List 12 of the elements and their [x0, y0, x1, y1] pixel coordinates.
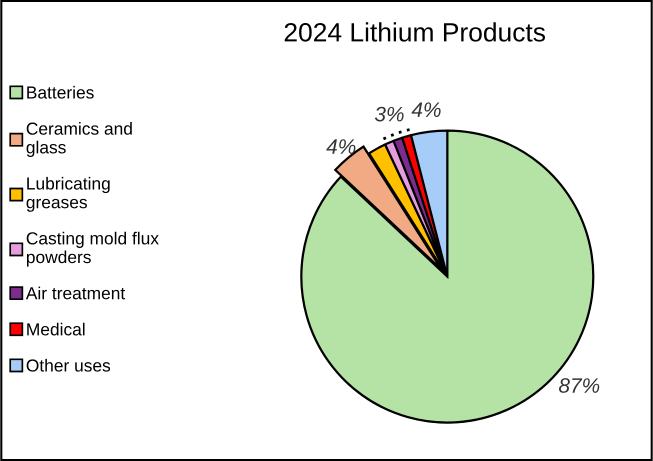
legend-label: Other uses	[26, 358, 110, 372]
legend-label: Medical	[27, 322, 84, 336]
legend-label: Ceramics and glass	[26, 122, 132, 157]
legend-label: Batteries	[27, 86, 94, 99]
chart-title: 2024 Lithium Products	[284, 22, 545, 42]
data-label: 87%	[558, 378, 600, 393]
data-label: 4%	[326, 139, 356, 154]
data-label: 4%	[412, 102, 441, 117]
text: 3%	[374, 106, 404, 122]
legend-label: Air treatment	[26, 286, 126, 300]
legend-label: Lubricating greases	[26, 176, 110, 212]
legend-label: Casting mold flux powders	[26, 232, 159, 267]
